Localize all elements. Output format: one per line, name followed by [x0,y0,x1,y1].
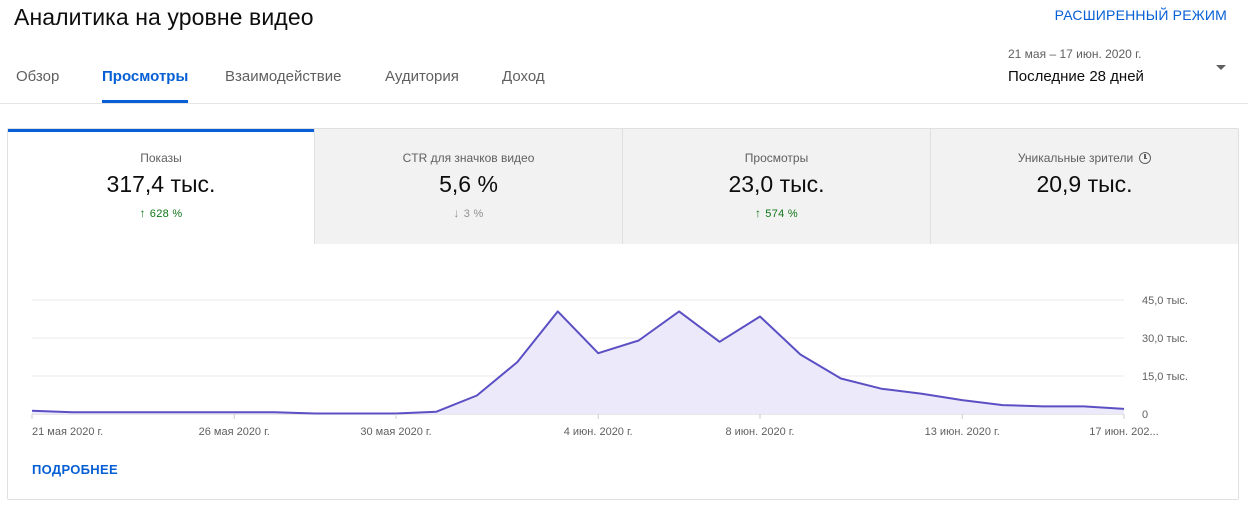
tab-views[interactable]: Просмотры [102,68,189,103]
dropdown-caret-icon [1216,65,1226,70]
metric-change: ↓ 3 % [315,206,622,220]
more-details-link[interactable]: ПОДРОБНЕЕ [32,462,118,477]
clock-icon[interactable] [1139,152,1152,164]
page-title: Аналитика на уровне видео [14,4,314,30]
y-tick-label: 0 [1142,409,1148,421]
metric-views[interactable]: Просмотры 23,0 тыс. ↑ 574 % [623,129,931,244]
metric-label: Показы [140,151,182,165]
metric-change-value: 628 % [149,208,183,220]
metric-change: ↑ 574 % [623,206,930,220]
period-label: Последние 28 дней [1008,68,1144,85]
tab-revenue[interactable]: Доход [502,68,545,85]
x-tick-label: 26 мая 2020 г. [199,426,270,438]
advanced-mode-link[interactable]: РАСШИРЕННЫЙ РЕЖИМ [1054,7,1227,23]
y-tick-label: 30,0 тыс. [1142,333,1188,345]
metric-value: 5,6 % [439,171,498,197]
metric-impressions[interactable]: Показы 317,4 тыс. ↑ 628 % [8,129,315,244]
x-tick-label: 21 мая 2020 г. [32,426,103,438]
x-tick-label: 13 июн. 2020 г. [925,426,1000,438]
tab-bar: Обзор Просмотры Взаимодействие Аудитория… [0,56,1248,104]
tab-audience[interactable]: Аудитория [385,68,459,85]
metric-value: 317,4 тыс. [106,171,216,197]
x-tick-label: 4 июн. 2020 г. [564,426,633,438]
date-range-picker[interactable]: 21 мая – 17 июн. 2020 г. Последние 28 дн… [1008,47,1230,95]
views-chart: 0 15,0 тыс. 30,0 тыс. 45,0 тыс. 21 мая 2020 … [31,295,1188,438]
x-tick-label: 17 июн. 202... [1089,426,1158,438]
arrow-up-icon: ↑ [754,206,762,220]
metric-change-value: 574 % [765,208,798,220]
metrics-card: Показы 317,4 тыс. ↑ 628 % CTR для значков… [7,128,1239,500]
metric-label: CTR для значков видео [402,151,535,165]
y-tick-label: 15,0 тыс. [1142,371,1188,383]
chart-line [31,310,1125,415]
chart-area [32,311,1124,414]
x-tick-label: 30 мая 2020 г. [360,426,431,438]
tab-engagement[interactable]: Взаимодействие [225,68,342,85]
tab-overview[interactable]: Обзор [16,68,60,85]
arrow-up-icon: ↑ [139,206,146,220]
arrow-down-icon: ↓ [453,206,460,220]
metric-label-text: Уникальные зрители [1017,151,1134,165]
metric-label: Просмотры [744,151,809,165]
metric-value: 20,9 тыс. [1036,171,1133,197]
metric-value: 23,0 тыс. [728,171,825,197]
x-tick-label: 8 июн. 2020 г. [725,426,794,438]
metric-change: ↑ 628 % [8,206,314,220]
metric-ctr[interactable]: CTR для значков видео 5,6 % ↓ 3 % [315,129,623,244]
metric-unique-viewers[interactable]: Уникальные зрители 20,9 тыс. [931,129,1238,244]
y-tick-label: 45,0 тыс. [1142,295,1188,307]
metric-label: Уникальные зрители [931,151,1238,165]
tabs-divider [0,103,1248,104]
date-range-text: 21 мая – 17 июн. 2020 г. [1008,47,1142,61]
metric-change-value: 3 % [463,208,484,220]
